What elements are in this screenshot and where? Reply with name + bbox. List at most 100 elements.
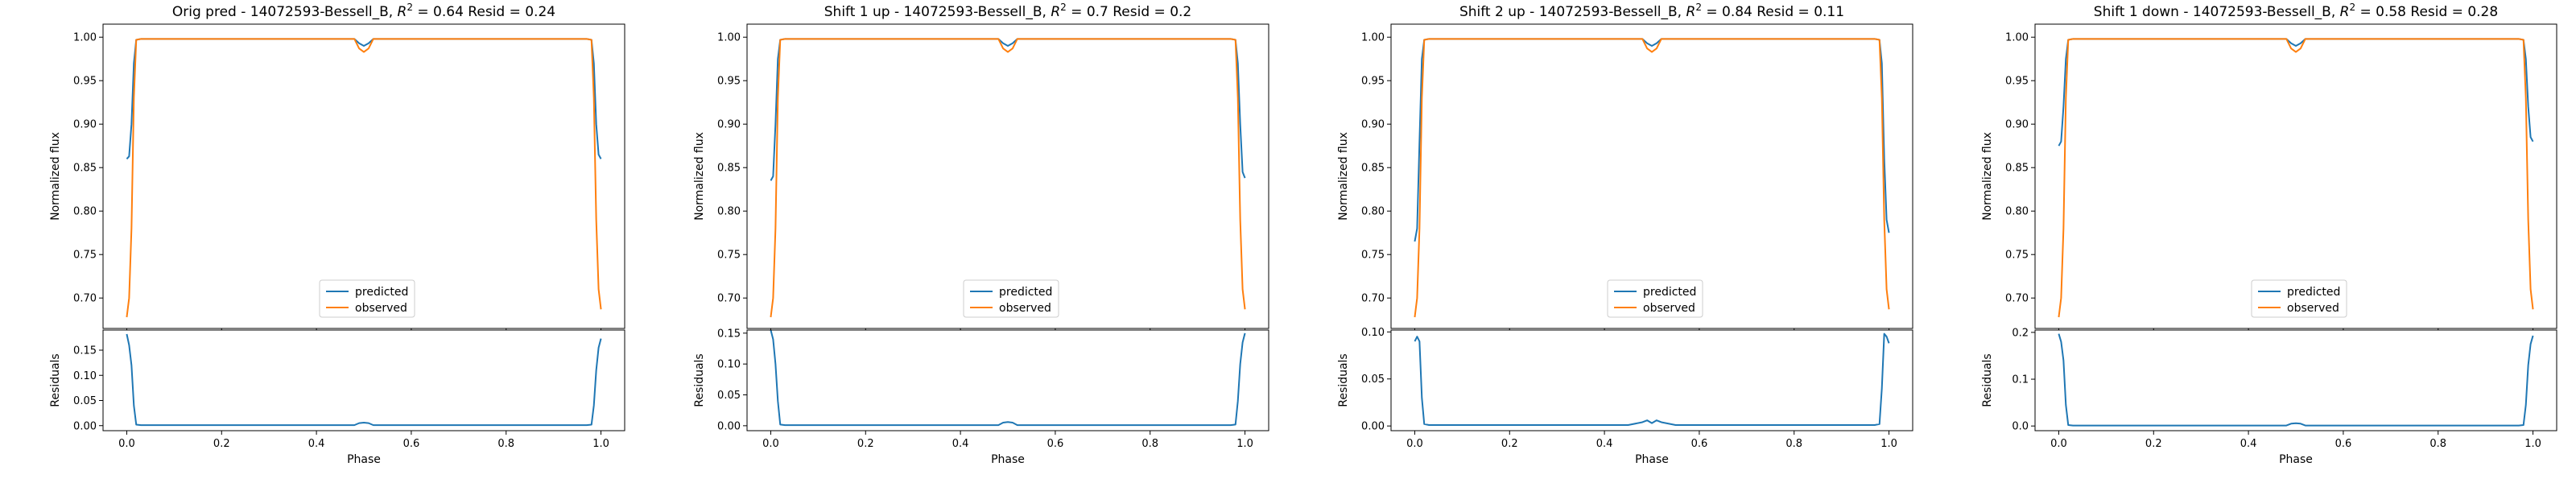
top-ytick-label: 0.90 bbox=[1361, 119, 1385, 131]
bottom-ytick-label: 0.0 bbox=[2012, 421, 2029, 433]
bottom-ytick-label: 0.10 bbox=[1361, 327, 1385, 339]
series-line-residuals bbox=[1414, 332, 1890, 426]
top-ytick-label: 0.80 bbox=[73, 206, 97, 218]
bottom-ytick-label: 0.05 bbox=[717, 390, 741, 402]
legend-label-observed: observed bbox=[1643, 302, 1695, 315]
top-ytick-label: 0.95 bbox=[717, 76, 741, 88]
bottom-xtick-label: 0.8 bbox=[1785, 438, 1802, 450]
legend-label-predicted: predicted bbox=[355, 286, 408, 299]
chart-title: Shift 1 up - 14072593-Bessell_B, R2 = 0.… bbox=[824, 2, 1191, 20]
series-line-observed bbox=[126, 38, 602, 318]
top-axes-background bbox=[103, 24, 625, 328]
bottom-xlabel: Phase bbox=[1635, 453, 1669, 466]
bottom-xtick-label: 1.0 bbox=[2524, 438, 2541, 450]
bottom-xlabel: Phase bbox=[991, 453, 1025, 466]
bottom-xtick-label: 0.6 bbox=[2335, 438, 2352, 450]
bottom-ytick-label: 0.00 bbox=[1361, 421, 1385, 433]
top-ytick-label: 0.75 bbox=[73, 250, 97, 262]
bottom-ytick-label: 0.00 bbox=[717, 420, 741, 432]
bottom-xtick-label: 0.0 bbox=[118, 438, 135, 450]
top-ytick-label: 0.85 bbox=[717, 163, 741, 175]
top-axes-background bbox=[1391, 24, 1913, 328]
bottom-xtick-label: 0.6 bbox=[1047, 438, 1064, 450]
legend-label-predicted: predicted bbox=[999, 286, 1052, 299]
bottom-xlabel: Phase bbox=[2279, 453, 2313, 466]
top-ytick-label: 0.95 bbox=[1361, 76, 1385, 88]
top-ytick-label: 0.75 bbox=[1361, 250, 1385, 262]
series-line-predicted bbox=[1414, 38, 1890, 242]
chart-panel-3: Shift 2 up - 14072593-Bessell_B, R2 = 0.… bbox=[1337, 2, 1913, 466]
top-ylabel: Normalized flux bbox=[49, 132, 62, 221]
bottom-xtick-label: 0.0 bbox=[2050, 438, 2067, 450]
bottom-ytick-label: 0.05 bbox=[73, 395, 97, 407]
series-line-observed bbox=[770, 38, 1246, 318]
top-ytick-label: 0.85 bbox=[73, 163, 97, 175]
chart-title: Orig pred - 14072593-Bessell_B, R2 = 0.6… bbox=[172, 2, 555, 20]
top-ytick-label: 1.00 bbox=[73, 32, 97, 44]
top-ytick-label: 0.70 bbox=[73, 293, 97, 305]
series-line-predicted bbox=[126, 38, 602, 160]
bottom-xtick-label: 0.4 bbox=[308, 438, 325, 450]
top-ytick-label: 0.90 bbox=[73, 119, 97, 131]
bottom-axes-frame bbox=[2034, 329, 2557, 431]
bottom-xtick-label: 0.8 bbox=[497, 438, 514, 450]
legend: predicted observed bbox=[1607, 279, 1703, 318]
series-line-residuals bbox=[2058, 333, 2534, 427]
bottom-ytick-label: 0.15 bbox=[717, 328, 741, 340]
series-line-residuals bbox=[770, 329, 1246, 427]
top-ytick-label: 0.95 bbox=[73, 76, 97, 88]
bottom-axes-frame bbox=[746, 329, 1269, 431]
bottom-xtick-label: 0.8 bbox=[1141, 438, 1158, 450]
top-ytick-label: 0.85 bbox=[1361, 163, 1385, 175]
bottom-xtick-label: 0.0 bbox=[1406, 438, 1423, 450]
legend-label-observed: observed bbox=[355, 302, 407, 315]
bottom-ytick-label: 0.15 bbox=[73, 345, 97, 357]
bottom-xtick-label: 0.2 bbox=[213, 438, 230, 450]
bottom-axes-frame bbox=[1390, 329, 1913, 431]
bottom-xtick-label: 0.4 bbox=[952, 438, 969, 450]
legend: predicted observed bbox=[2251, 279, 2347, 318]
bottom-ylabel: Residuals bbox=[49, 353, 62, 407]
series-line-residuals bbox=[126, 333, 602, 427]
top-ytick-label: 0.90 bbox=[2005, 119, 2029, 131]
bottom-ytick-label: 0.10 bbox=[73, 370, 97, 382]
top-ylabel: Normalized flux bbox=[1981, 132, 1994, 221]
legend: predicted observed bbox=[963, 279, 1059, 318]
legend-label-predicted: predicted bbox=[2287, 286, 2340, 299]
bottom-ytick-label: 0.05 bbox=[1361, 374, 1385, 386]
bottom-axes-background bbox=[103, 330, 625, 431]
series-line-predicted bbox=[2058, 38, 2534, 147]
top-axes-frame bbox=[102, 23, 625, 329]
bottom-xtick-label: 0.2 bbox=[1501, 438, 1518, 450]
top-ytick-label: 1.00 bbox=[1361, 32, 1385, 44]
bottom-xtick-label: 0.6 bbox=[403, 438, 420, 450]
chart-panel-4: Shift 1 down - 14072593-Bessell_B, R2 = … bbox=[1981, 2, 2557, 466]
top-ytick-label: 1.00 bbox=[717, 32, 741, 44]
legend-label-observed: observed bbox=[2287, 302, 2339, 315]
bottom-xtick-label: 0.8 bbox=[2429, 438, 2446, 450]
bottom-xtick-label: 0.2 bbox=[857, 438, 874, 450]
top-ytick-label: 0.90 bbox=[717, 119, 741, 131]
bottom-xtick-label: 0.4 bbox=[1596, 438, 1613, 450]
bottom-ytick-label: 0.1 bbox=[2012, 374, 2029, 386]
top-ytick-label: 1.00 bbox=[2005, 32, 2029, 44]
bottom-ylabel: Residuals bbox=[693, 353, 706, 407]
bottom-xtick-label: 0.2 bbox=[2145, 438, 2162, 450]
top-ytick-label: 0.95 bbox=[2005, 76, 2029, 88]
top-axes-background bbox=[2035, 24, 2557, 328]
chart-panel-1: Orig pred - 14072593-Bessell_B, R2 = 0.6… bbox=[49, 2, 625, 466]
top-ylabel: Normalized flux bbox=[1337, 132, 1350, 221]
bottom-xtick-label: 1.0 bbox=[1880, 438, 1897, 450]
top-ytick-label: 0.75 bbox=[717, 250, 741, 262]
bottom-ytick-label: 0.00 bbox=[73, 420, 97, 432]
bottom-axes-background bbox=[2035, 330, 2557, 431]
top-axes-background bbox=[747, 24, 1269, 328]
bottom-xlabel: Phase bbox=[347, 453, 381, 466]
top-axes-frame bbox=[2034, 23, 2557, 329]
legend: predicted observed bbox=[319, 279, 415, 318]
bottom-xtick-label: 0.0 bbox=[762, 438, 779, 450]
top-ytick-label: 0.80 bbox=[1361, 206, 1385, 218]
top-ytick-label: 0.70 bbox=[717, 293, 741, 305]
top-axes-frame bbox=[746, 23, 1269, 329]
